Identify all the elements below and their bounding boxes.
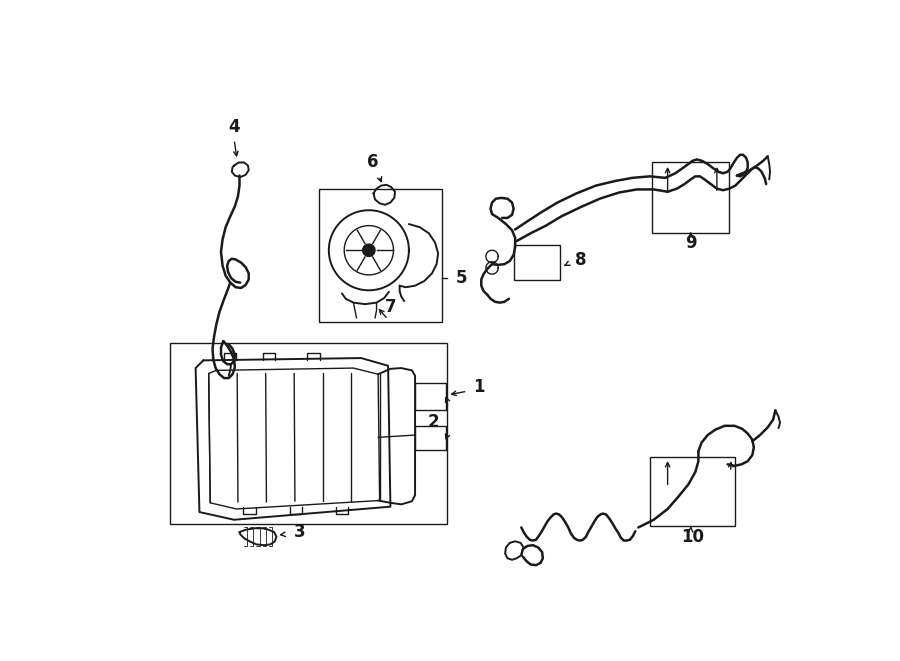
Bar bbox=[415, 426, 446, 450]
Bar bbox=[319, 190, 442, 322]
Text: 1: 1 bbox=[472, 378, 484, 397]
Text: 2: 2 bbox=[428, 413, 439, 431]
Bar bbox=[170, 342, 447, 524]
Text: 5: 5 bbox=[456, 269, 467, 287]
Text: 9: 9 bbox=[685, 233, 697, 252]
Bar bbox=[514, 245, 560, 280]
Text: 6: 6 bbox=[367, 153, 378, 171]
Text: 8: 8 bbox=[575, 251, 587, 269]
Bar bbox=[650, 457, 734, 526]
Bar bbox=[652, 163, 729, 233]
Text: 10: 10 bbox=[680, 529, 704, 547]
Text: 3: 3 bbox=[293, 523, 305, 541]
Text: 7: 7 bbox=[384, 298, 396, 316]
Bar bbox=[415, 383, 446, 410]
Text: 4: 4 bbox=[229, 118, 240, 136]
Polygon shape bbox=[363, 244, 375, 256]
